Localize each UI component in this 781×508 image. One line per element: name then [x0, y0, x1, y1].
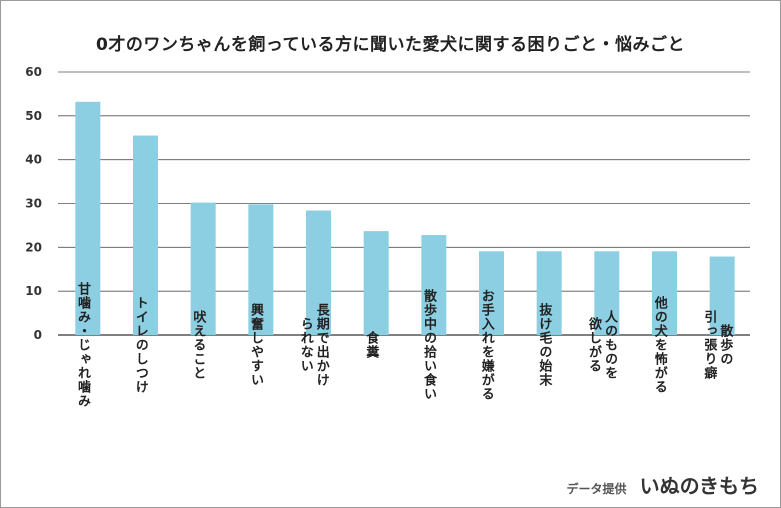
x-category-label: 長期で出かけ [314, 303, 330, 387]
x-category-label: られない [298, 317, 314, 373]
bar [306, 210, 331, 335]
x-category-label: 引っ張り癖 [701, 310, 717, 380]
y-tick-label: 20 [25, 240, 42, 254]
data-credit: データ提供 いぬのきもち [566, 470, 759, 499]
bar [594, 251, 620, 335]
y-tick-label: 0 [34, 328, 42, 342]
credit-label: データ提供 [566, 482, 627, 496]
y-tick-label: 40 [25, 153, 42, 167]
y-tick-label: 30 [25, 197, 42, 211]
x-category-label: 食糞 [363, 330, 380, 359]
bar [709, 256, 735, 335]
x-category-label: 抜け毛の始末 [536, 302, 553, 387]
x-category-label: 興奮しやすい [248, 302, 265, 387]
bar [190, 202, 216, 335]
bar [133, 135, 158, 335]
x-category-label: 欲しがる [586, 316, 603, 373]
chart-title: 0才のワンちゃんを飼っている方に聞いた愛犬に関する困りごと・悩みごと [96, 35, 685, 55]
credit-brand: いぬのきもち [639, 474, 759, 498]
bar [75, 101, 101, 335]
x-category-label: トイレのしつけ [133, 296, 149, 394]
x-category-label: 散歩中の拾い食い [421, 288, 437, 401]
bar [421, 235, 447, 335]
bar [479, 251, 504, 335]
x-category-label: 他の犬を怖がる [652, 295, 669, 394]
x-category-label: 散歩の [717, 323, 733, 366]
bar [536, 251, 562, 335]
x-category-label: 人のものを [602, 309, 618, 380]
y-tick-label: 50 [25, 109, 42, 123]
bar [652, 251, 677, 335]
y-tick-label: 60 [25, 65, 42, 79]
x-category-label: 甘噛み・じゃれ噛み [75, 281, 91, 408]
bar [248, 204, 274, 335]
x-category-label: 吠えること [190, 309, 206, 380]
bar [363, 231, 389, 335]
x-category-label: お手入れを嫌がる [479, 289, 496, 401]
y-tick-label: 10 [25, 284, 42, 298]
